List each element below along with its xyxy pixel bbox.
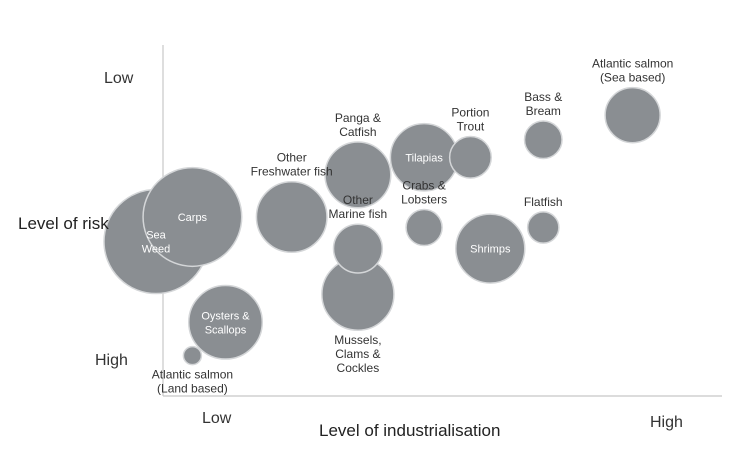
label-seaweed: Sea Weed <box>142 230 171 256</box>
bubble-crabs-lobsters <box>405 208 443 247</box>
label-line: Crabs & <box>402 179 445 193</box>
label-line: Tilapias <box>405 152 443 164</box>
label-line: Other <box>277 151 307 165</box>
label-crabs-lobsters: Crabs & Lobsters <box>401 179 447 207</box>
bubble-atlantic-salmon-land <box>182 345 203 366</box>
label-line: Mussels, <box>334 333 381 347</box>
y-axis-title: Level of risk <box>18 214 109 233</box>
y-tick-top-label: Low <box>104 70 134 87</box>
label-line: Marine fish <box>329 207 388 221</box>
label-panga: Panga & Catfish <box>335 111 381 139</box>
label-carps: Carps <box>178 212 208 224</box>
bubble-bass-bream <box>523 120 563 160</box>
label-line: Panga & <box>335 111 381 125</box>
x-tick-high-label: High <box>650 414 683 431</box>
label-line: Carps <box>178 212 208 224</box>
label-line: (Land based) <box>157 382 228 396</box>
label-line: Flatfish <box>524 195 563 209</box>
label-atlantic-salmon-land: Atlantic salmon (Land based) <box>152 368 233 396</box>
label-line: Portion <box>451 106 489 120</box>
label-line: Bream <box>526 104 561 118</box>
y-tick-bottom-label: High <box>95 352 128 369</box>
label-other-marine: Other Marine fish <box>329 193 388 221</box>
label-line: Atlantic salmon <box>592 57 673 71</box>
label-mussels: Mussels, Clams & Cockles <box>334 333 381 375</box>
label-line: Sea <box>146 230 166 242</box>
label-other-freshwater: Other Freshwater fish <box>251 151 333 179</box>
label-line: Shrimps <box>470 244 511 256</box>
label-shrimps: Shrimps <box>470 244 511 256</box>
label-line: Lobsters <box>401 193 447 207</box>
label-line: Scallops <box>205 324 247 336</box>
x-axis-title: Level of industrialisation <box>319 421 501 440</box>
label-atlantic-salmon-sea: Atlantic salmon (Sea based) <box>592 57 673 85</box>
label-line: Other <box>343 193 373 207</box>
label-line: Weed <box>142 244 171 256</box>
bubble-portion-trout <box>448 135 492 179</box>
label-oysters: Oysters & Scallops <box>201 310 250 336</box>
label-line: (Sea based) <box>600 71 665 85</box>
bubble-shrimps <box>455 213 526 284</box>
label-bass-bream: Bass & Bream <box>524 90 562 118</box>
x-tick-low-label: Low <box>202 410 232 427</box>
label-flatfish: Flatfish <box>524 195 563 209</box>
label-line: Atlantic salmon <box>152 368 233 382</box>
label-line: Bass & <box>524 90 562 104</box>
label-line: Freshwater fish <box>251 165 333 179</box>
label-line: Cockles <box>337 361 380 375</box>
label-line: Clams & <box>335 347 380 361</box>
bubble-oysters <box>187 284 264 360</box>
label-tilapias: Tilapias <box>405 152 443 164</box>
label-line: Trout <box>457 120 485 134</box>
label-portion-trout: Portion Trout <box>451 106 489 134</box>
bubble-other-marine <box>332 223 384 274</box>
bubble-other-freshwater <box>255 180 328 254</box>
bubble-atlantic-salmon-sea <box>604 86 661 144</box>
label-line: Oysters & <box>201 310 250 322</box>
label-line: Catfish <box>339 125 376 139</box>
bubble-carps <box>142 166 243 268</box>
bubble-flatfish <box>526 211 560 244</box>
bubble-panga <box>324 141 392 209</box>
